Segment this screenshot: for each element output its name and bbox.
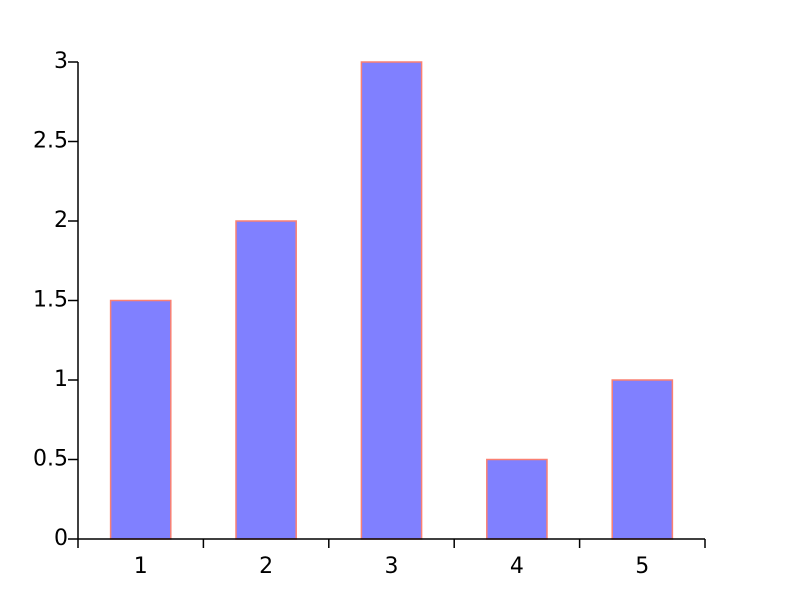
x-tick-label: 5 bbox=[635, 554, 649, 579]
x-ticks-group: 1 2 3 4 5 bbox=[77, 539, 706, 579]
x-tick-label: 4 bbox=[510, 554, 524, 579]
bar-4 bbox=[486, 458, 548, 540]
y-tick-label: 3 bbox=[54, 49, 68, 74]
y-tick-label: 1.5 bbox=[33, 288, 68, 313]
y-tick-label: 2.5 bbox=[33, 129, 68, 154]
x-tick-label: 3 bbox=[385, 554, 399, 579]
bar-2 bbox=[235, 220, 297, 540]
x-tick-label: 2 bbox=[259, 554, 273, 579]
bar-5 bbox=[611, 379, 674, 540]
bar-3 bbox=[360, 61, 423, 540]
bars-group bbox=[109, 61, 674, 540]
y-tick-label: 1 bbox=[54, 367, 68, 392]
y-tick-label: 0.5 bbox=[33, 447, 68, 472]
y-ticks-group: 0 0.5 1 1.5 2 2.5 3 bbox=[33, 49, 78, 551]
x-tick-label: 1 bbox=[134, 554, 148, 579]
y-tick-label: 2 bbox=[54, 208, 68, 233]
bar-1 bbox=[109, 299, 172, 540]
y-tick-label: 0 bbox=[54, 526, 68, 551]
